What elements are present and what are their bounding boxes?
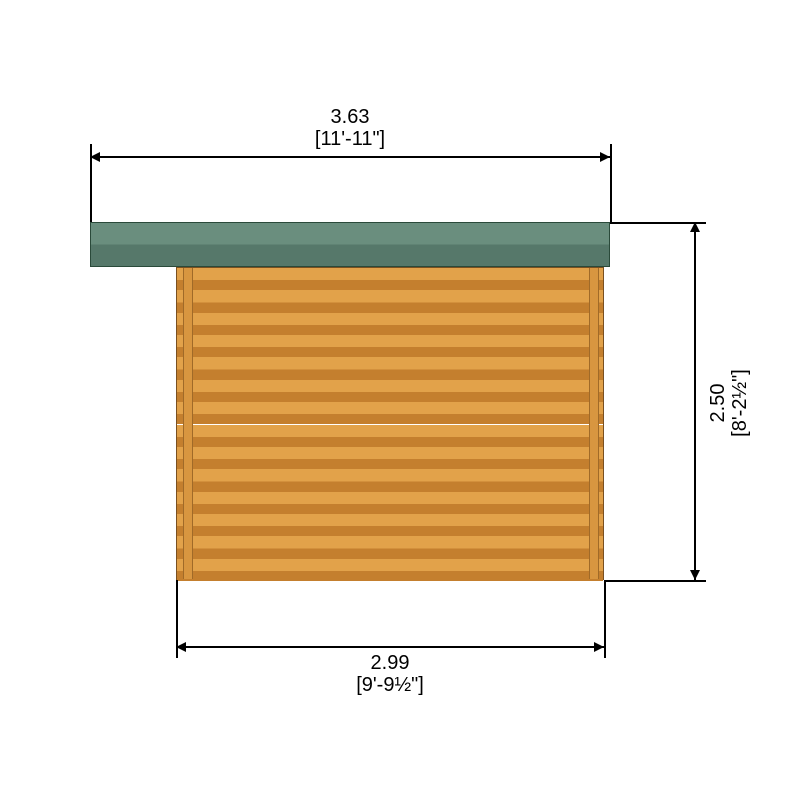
dim-extension [604,580,706,582]
dim-line [694,222,696,580]
wall-plank [177,313,603,335]
wall-plank [177,425,603,447]
wall-plank [177,357,603,379]
wall [176,267,604,580]
dim-extension [610,144,612,222]
dim-label-right: 2.50 [8'-2½"] [707,353,751,453]
wall-plank [177,335,603,357]
dim-arrow [176,642,186,652]
wall-plank [177,447,603,469]
wall-plank [177,402,603,424]
dim-line [176,646,604,648]
wall-plank [177,380,603,402]
dim-label-bottom: 2.99 [9'-9½"] [340,652,440,696]
dim-arrow [600,152,610,162]
dim-line [90,156,610,158]
dim-metric: 3.63 [331,106,370,128]
wall-post [589,268,599,579]
dim-arrow [594,642,604,652]
wall-plank [177,536,603,558]
dim-metric: 2.99 [371,652,410,674]
dim-metric: 2.50 [707,384,729,423]
dim-extension [604,580,606,658]
elevation-diagram: 3.63 [11'-11"] 2.99 [9'-9½"] 2.50 [8'-2½… [0,0,800,800]
dim-imperial: [8'-2½"] [729,369,751,437]
roof [90,222,610,267]
wall-plank [177,290,603,312]
dim-arrow [690,570,700,580]
wall-plank [177,514,603,536]
wall-plank [177,559,603,581]
dim-arrow [690,222,700,232]
dim-label-top: 3.63 [11'-11"] [300,106,400,150]
wall-post [183,268,193,579]
wall-plank [177,492,603,514]
dim-imperial: [9'-9½"] [356,674,424,696]
dim-imperial: [11'-11"] [315,128,385,150]
wall-plank [177,469,603,491]
dim-arrow [90,152,100,162]
wall-plank [177,268,603,290]
